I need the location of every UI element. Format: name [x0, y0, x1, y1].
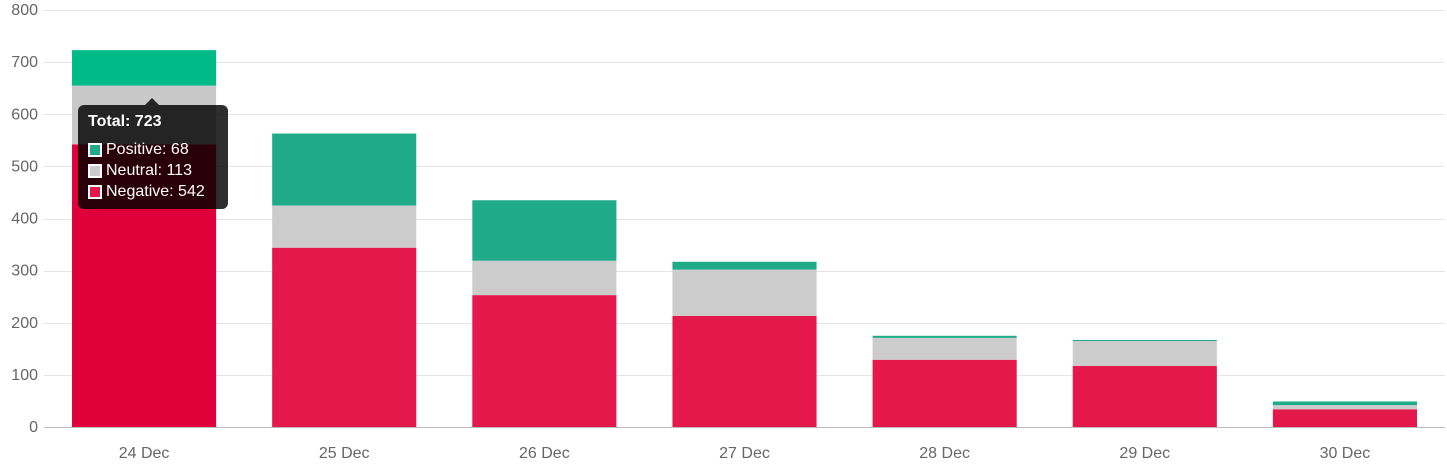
tooltip-caret	[145, 98, 159, 105]
bar-positive-5[interactable]	[1072, 339, 1217, 341]
x-tick-label-2: 26 Dec	[519, 445, 570, 462]
tooltip-label-neutral: Neutral: 113	[106, 162, 192, 179]
bar-neutral-5[interactable]	[1072, 340, 1217, 367]
bar-positive-6[interactable]	[1272, 401, 1417, 406]
bar-positive-4[interactable]	[872, 335, 1017, 338]
x-tick-label-4: 28 Dec	[919, 445, 970, 462]
bar-positive-3[interactable]	[672, 261, 817, 270]
tooltip-row-neutral: Neutral: 113	[88, 160, 218, 181]
bar-negative-1[interactable]	[272, 247, 417, 427]
x-tick-label-6: 30 Dec	[1320, 445, 1371, 462]
bar-negative-4[interactable]	[872, 359, 1017, 427]
tooltip-label-negative: Negative: 542	[106, 183, 205, 200]
tooltip-label-positive: Positive: 68	[106, 141, 189, 158]
y-tick-label-100: 100	[11, 367, 38, 384]
y-tick-label-400: 400	[11, 211, 38, 228]
bar-neutral-1[interactable]	[272, 205, 417, 248]
x-tick-label-1: 25 Dec	[319, 445, 370, 462]
y-tick-label-300: 300	[11, 263, 38, 280]
bar-neutral-3[interactable]	[672, 269, 817, 316]
tooltip-title: Total: 723	[88, 113, 162, 130]
tooltip-row-negative: Negative: 542	[88, 181, 218, 202]
y-tick-label-200: 200	[11, 315, 38, 332]
tooltip-row-positive: Positive: 68	[88, 139, 218, 160]
y-tick-label-500: 500	[11, 158, 38, 175]
y-tick-label-800: 800	[11, 2, 38, 19]
tooltip-swatch-positive	[88, 142, 102, 157]
bar-positive-2[interactable]	[472, 200, 617, 261]
y-axis: 0 100 200 300 400 500 600 700 800	[11, 2, 38, 436]
bar-negative-2[interactable]	[472, 295, 617, 427]
x-tick-label-0: 24 Dec	[119, 445, 170, 462]
y-tick-label-600: 600	[11, 106, 38, 123]
x-axis: 24 Dec 25 Dec 26 Dec 27 Dec 28 Dec 29 Dec 30 D…	[119, 445, 1371, 462]
y-tick-label-0: 0	[29, 419, 38, 436]
tooltip-swatch-negative	[88, 184, 102, 199]
x-tick-label-5: 29 Dec	[1119, 445, 1170, 462]
bar-neutral-6[interactable]	[1272, 405, 1417, 410]
bar-negative-3[interactable]	[672, 315, 817, 427]
bar-negative-6[interactable]	[1272, 409, 1417, 427]
bar-neutral-4[interactable]	[872, 337, 1017, 360]
chart-tooltip: Total: 723 Positive: 68 Neutral: 113 Neg…	[78, 98, 228, 209]
bar-positive-0[interactable]	[72, 50, 217, 86]
bars	[72, 50, 1417, 428]
tooltip-swatch-neutral	[88, 163, 102, 178]
bar-negative-5[interactable]	[1072, 366, 1217, 427]
bar-neutral-2[interactable]	[472, 260, 617, 296]
y-tick-label-700: 700	[11, 54, 38, 71]
x-tick-label-3: 27 Dec	[719, 445, 770, 462]
bar-positive-1[interactable]	[272, 133, 417, 206]
